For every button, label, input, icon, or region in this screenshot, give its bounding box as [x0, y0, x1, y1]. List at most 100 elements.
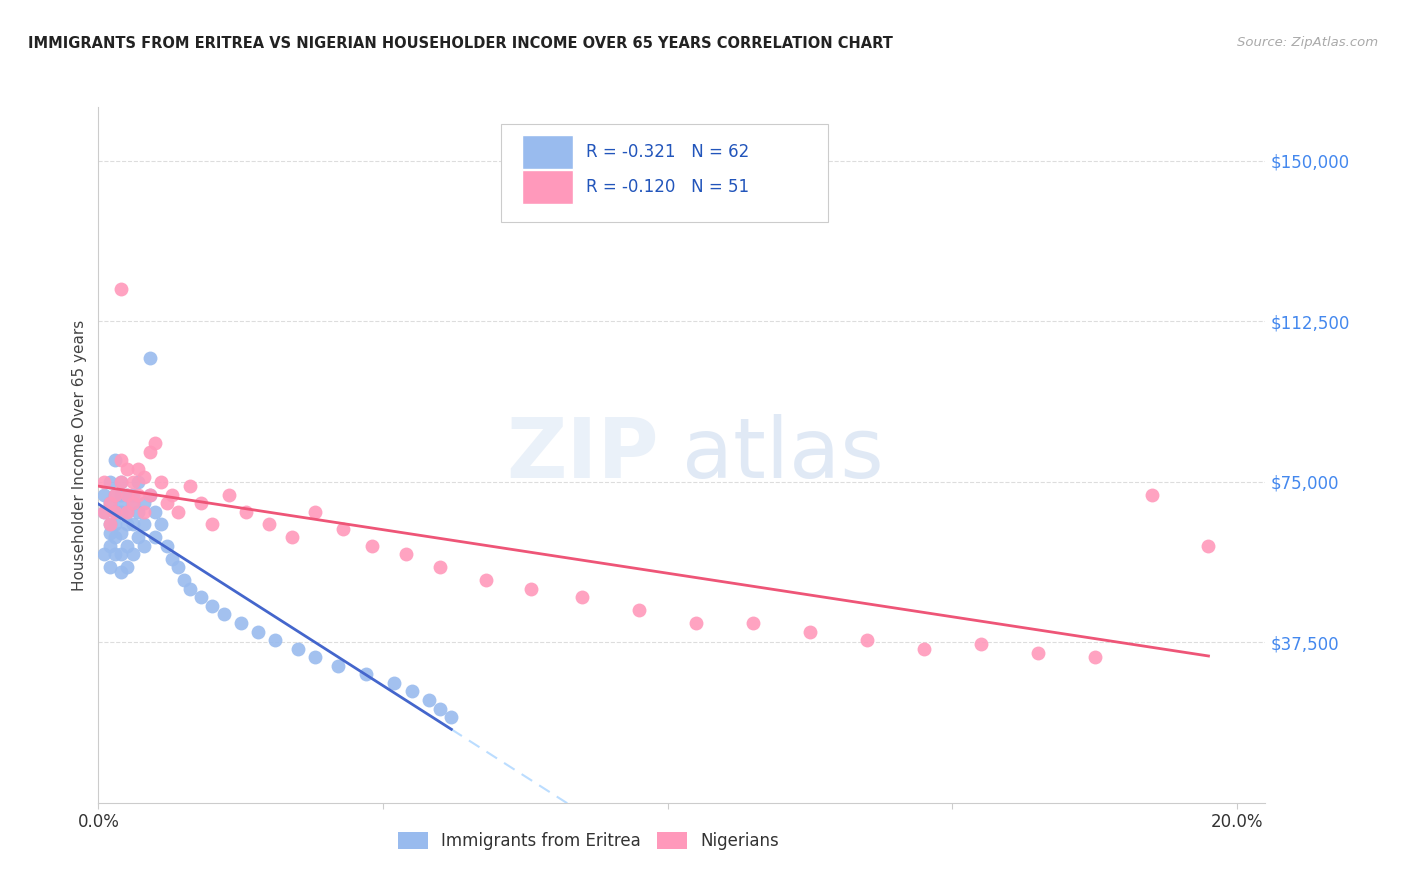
Point — [93, 487, 115, 501]
Point — [212, 607, 235, 622]
Point — [179, 479, 201, 493]
Point — [104, 548, 127, 562]
Point — [304, 505, 326, 519]
Point — [229, 615, 252, 630]
Point — [98, 517, 121, 532]
Point — [127, 505, 149, 519]
Point — [127, 530, 149, 544]
Point — [132, 539, 155, 553]
Point — [970, 637, 993, 651]
Point — [110, 565, 132, 579]
Point — [110, 505, 132, 519]
Point — [156, 539, 179, 553]
Point — [104, 505, 127, 519]
Point — [173, 573, 195, 587]
Point — [104, 487, 127, 501]
Point — [281, 530, 304, 544]
Point — [264, 633, 287, 648]
Point — [121, 496, 143, 510]
Point — [127, 475, 149, 489]
Point — [235, 505, 257, 519]
Point — [143, 436, 166, 450]
Text: Source: ZipAtlas.com: Source: ZipAtlas.com — [1237, 36, 1378, 49]
Point — [360, 539, 382, 553]
Point — [167, 560, 190, 574]
Point — [304, 650, 326, 665]
Text: R = -0.321   N = 62: R = -0.321 N = 62 — [586, 144, 749, 161]
Point — [287, 641, 309, 656]
Point — [190, 496, 212, 510]
Point — [104, 517, 127, 532]
Point — [685, 615, 707, 630]
Point — [1084, 650, 1107, 665]
Point — [162, 551, 184, 566]
Point — [1140, 487, 1163, 501]
Point — [150, 517, 173, 532]
Point — [474, 573, 496, 587]
Point — [201, 599, 224, 613]
Point — [132, 470, 155, 484]
Legend: Immigrants from Eritrea, Nigerians: Immigrants from Eritrea, Nigerians — [391, 826, 786, 857]
Point — [332, 522, 354, 536]
Point — [429, 560, 451, 574]
Point — [326, 658, 349, 673]
Point — [110, 475, 132, 489]
Point — [138, 444, 160, 458]
Point — [190, 591, 212, 605]
Point — [143, 505, 166, 519]
Point — [110, 487, 132, 501]
Point — [115, 517, 138, 532]
Point — [115, 505, 138, 519]
Point — [132, 517, 155, 532]
Point — [132, 496, 155, 510]
Point — [115, 487, 138, 501]
Point — [104, 505, 127, 519]
Point — [110, 475, 132, 489]
Point — [912, 641, 935, 656]
Point — [1198, 539, 1220, 553]
Point — [104, 453, 127, 467]
Point — [115, 539, 138, 553]
Point — [132, 505, 155, 519]
FancyBboxPatch shape — [522, 170, 574, 204]
Point — [110, 282, 132, 296]
Point — [354, 667, 377, 681]
Point — [115, 505, 138, 519]
Point — [93, 475, 115, 489]
FancyBboxPatch shape — [522, 136, 574, 169]
Point — [218, 487, 240, 501]
Point — [121, 548, 143, 562]
Point — [179, 582, 201, 596]
Point — [121, 487, 143, 501]
Point — [156, 496, 179, 510]
FancyBboxPatch shape — [501, 124, 828, 222]
Text: IMMIGRANTS FROM ERITREA VS NIGERIAN HOUSEHOLDER INCOME OVER 65 YEARS CORRELATION: IMMIGRANTS FROM ERITREA VS NIGERIAN HOUS… — [28, 36, 893, 51]
Point — [115, 560, 138, 574]
Point — [110, 496, 132, 510]
Point — [401, 684, 423, 698]
Point — [98, 496, 121, 510]
Point — [395, 548, 418, 562]
Point — [384, 676, 406, 690]
Point — [104, 487, 127, 501]
Point — [93, 505, 115, 519]
Point — [201, 517, 224, 532]
Text: atlas: atlas — [682, 415, 883, 495]
Point — [628, 603, 651, 617]
Point — [520, 582, 543, 596]
Y-axis label: Householder Income Over 65 years: Householder Income Over 65 years — [72, 319, 87, 591]
Point — [104, 530, 127, 544]
Point — [742, 615, 765, 630]
Point — [121, 475, 143, 489]
Point — [127, 487, 149, 501]
Point — [115, 462, 138, 476]
Point — [93, 505, 115, 519]
Point — [167, 505, 190, 519]
Point — [429, 701, 451, 715]
Text: ZIP: ZIP — [506, 415, 658, 495]
Point — [143, 530, 166, 544]
Point — [98, 496, 121, 510]
Point — [127, 462, 149, 476]
Point — [115, 487, 138, 501]
Point — [98, 560, 121, 574]
